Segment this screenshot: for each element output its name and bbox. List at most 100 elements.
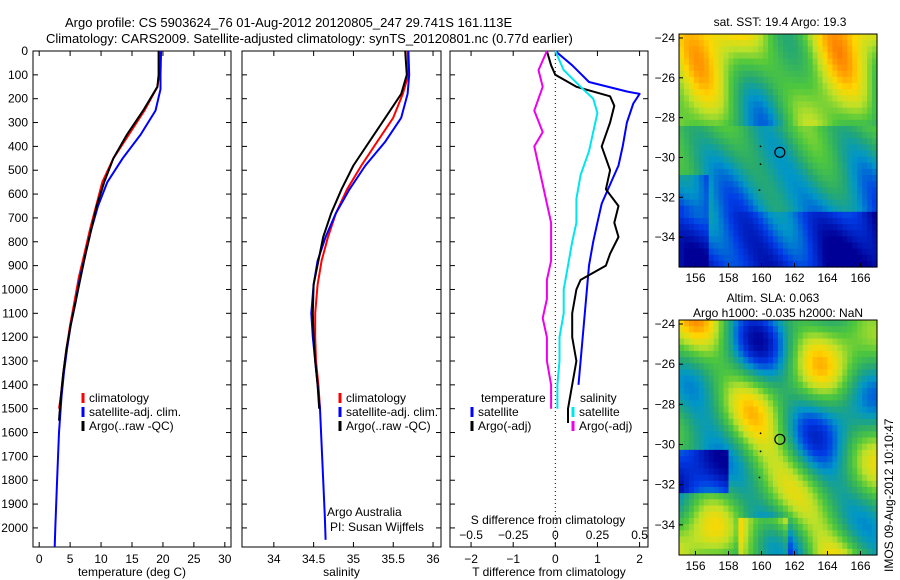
heatmap-cell [763,493,769,500]
heatmap-cell [797,125,804,133]
heatmap-cell [842,511,848,519]
heatmap-cell [708,480,715,488]
heatmap-cell [688,363,695,371]
heatmap-cell [703,338,710,346]
heatmap-cell [832,536,838,544]
heatmap-cell [713,511,720,519]
heatmap-cell [758,363,764,371]
heatmap-cell [679,363,685,371]
heatmap-cell [738,95,744,103]
y-tick-label: −34 [655,518,676,532]
heatmap-cell [708,40,715,47]
heatmap-cell [703,468,710,476]
heatmap-cell [688,530,695,538]
heatmap-cell [683,511,690,519]
x-axis-label: salinity [323,565,360,579]
heatmap-cell [812,70,819,78]
heatmap-cell [857,363,863,371]
heatmap-cell [852,150,858,158]
heatmap-cell [753,132,759,139]
heatmap-cell [847,456,853,463]
heatmap-cell [842,95,848,103]
heatmap-cell [857,357,863,364]
heatmap-cell [713,437,720,445]
heatmap-cell [857,181,863,188]
previous-position-dot [758,189,761,192]
heatmap-cell [683,536,690,544]
heatmap-cell [718,119,725,127]
heatmap-cell [822,332,829,340]
heatmap-cell [733,418,739,426]
heatmap-cell [867,144,873,152]
heatmap-cell [862,456,868,463]
heatmap-cell [852,437,858,445]
heatmap-cell [842,542,848,550]
heatmap-cell [728,462,735,470]
heatmap-cell [758,199,764,207]
heatmap-cell [693,242,700,250]
heatmap-cell [867,326,873,333]
heatmap-cell [688,34,695,41]
heatmap-cell [837,40,843,47]
heatmap-cell [679,175,685,182]
heatmap-cell [852,357,858,364]
heatmap-cell [802,456,809,463]
y-tick-label: 1900 [1,497,28,511]
heatmap-cell [753,150,759,158]
heatmap-cell [763,499,769,507]
heatmap-cell [713,344,720,352]
heatmap-cell [812,320,819,327]
heatmap-cell [822,230,829,237]
heatmap-cell [832,394,838,401]
heatmap-cell [698,230,705,237]
heatmap-cell [708,548,715,556]
heatmap-cell [733,254,739,262]
heatmap-cell [743,138,749,145]
heatmap-cell [862,95,868,103]
heatmap-cell [872,499,878,507]
heatmap-cell [837,406,843,414]
heatmap-cell [792,168,799,176]
heatmap-cell [852,456,858,463]
heatmap-cell [847,425,853,432]
heatmap-cell [723,338,730,346]
heatmap-cell [787,394,794,401]
heatmap-cell [852,236,858,244]
heatmap-cell [782,101,789,109]
heatmap-cell [748,400,754,408]
heatmap-cell [817,418,824,426]
heatmap-cell [688,205,695,213]
heatmap-cell [847,64,853,72]
heatmap-cell [807,162,814,170]
heatmap-cell [862,119,868,127]
heatmap-cell [852,486,858,494]
heatmap-cell [748,107,754,115]
heatmap-cell [728,363,735,371]
heatmap-cell [758,181,764,188]
heatmap-cell [718,95,725,103]
heatmap-cell [758,375,764,383]
heatmap-cell [693,468,700,476]
heatmap-cell [847,199,853,207]
heatmap-cell [847,101,853,109]
heatmap-cell [807,480,814,488]
heatmap-cell [857,83,863,90]
heatmap-cell [832,548,838,556]
heatmap-cell [857,369,863,377]
heatmap-cell [802,375,809,383]
heatmap-cell [792,205,799,213]
heatmap-cell [743,260,749,268]
heatmap-cell [787,144,794,152]
heatmap-cell [847,418,853,426]
heatmap-cell [708,138,715,145]
heatmap-cell [773,394,779,401]
heatmap-cell [763,542,769,550]
heatmap-cell [822,357,829,364]
heatmap-cell [837,425,843,432]
heatmap-cell [817,156,824,164]
heatmap-cell [862,162,868,170]
heatmap-cell [832,400,838,408]
heatmap-cell [753,425,759,432]
heatmap-cell [857,40,863,47]
heatmap-cell [703,113,710,121]
